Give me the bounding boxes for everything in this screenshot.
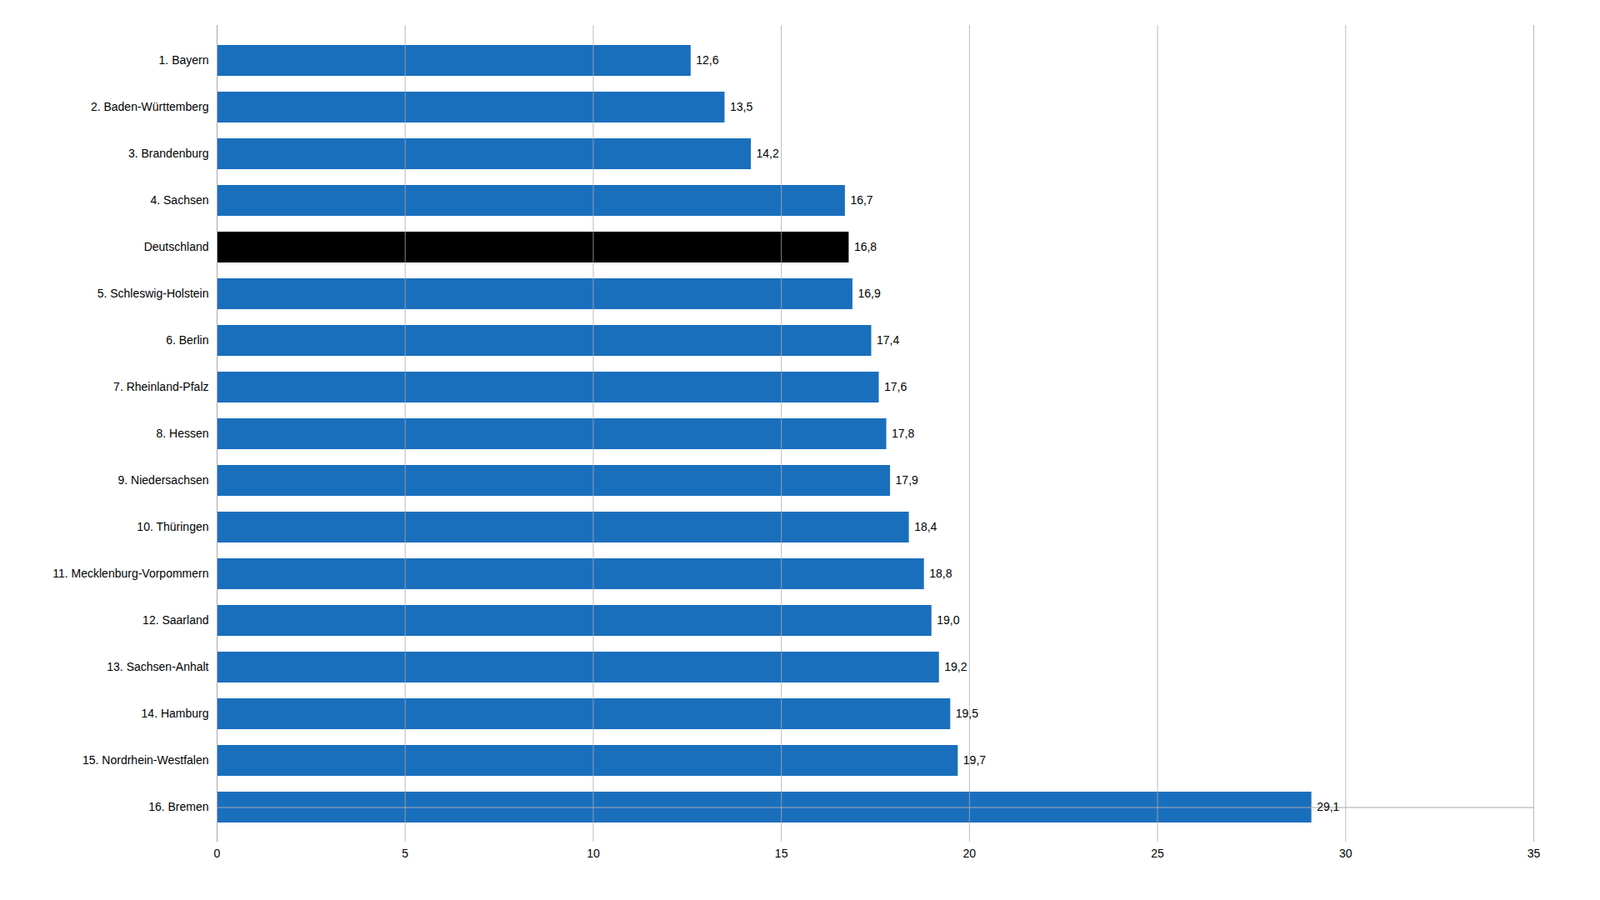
svg-text:19,7: 19,7 (963, 753, 986, 767)
svg-text:5: 5 (401, 846, 409, 860)
svg-text:18,8: 18,8 (929, 566, 952, 580)
svg-text:4. Sachsen: 4. Sachsen (150, 193, 209, 207)
svg-text:16,7: 16,7 (850, 193, 873, 207)
svg-text:13. Sachsen-Anhalt: 13. Sachsen-Anhalt (106, 660, 209, 674)
svg-text:19,0: 19,0 (936, 613, 960, 627)
svg-text:1. Bayern: 1. Bayern (159, 53, 210, 67)
svg-text:8. Hessen: 8. Hessen (155, 426, 209, 440)
svg-text:16. Bremen: 16. Bremen (148, 800, 209, 814)
svg-text:0: 0 (214, 846, 221, 860)
svg-text:29,1: 29,1 (1316, 800, 1340, 814)
svg-text:17,6: 17,6 (884, 380, 907, 394)
svg-text:9. Niedersachsen: 9. Niedersachsen (118, 473, 210, 487)
svg-text:17,9: 17,9 (895, 473, 919, 487)
svg-text:20: 20 (963, 846, 977, 860)
svg-text:12. Saarland: 12. Saarland (142, 613, 209, 627)
svg-text:13,5: 13,5 (730, 100, 753, 114)
svg-text:18,4: 18,4 (914, 520, 937, 534)
svg-text:17,4: 17,4 (876, 333, 900, 347)
svg-text:7. Rheinland-Pfalz: 7. Rheinland-Pfalz (113, 380, 209, 394)
svg-text:11. Mecklenburg-Vorpommern: 11. Mecklenburg-Vorpommern (52, 566, 209, 580)
svg-text:14,2: 14,2 (756, 146, 780, 160)
svg-text:14. Hamburg: 14. Hamburg (141, 706, 210, 720)
svg-text:19,2: 19,2 (944, 660, 967, 674)
svg-text:30: 30 (1339, 846, 1353, 860)
svg-text:15: 15 (775, 846, 789, 860)
svg-text:12,6: 12,6 (695, 53, 719, 67)
svg-text:6. Berlin: 6. Berlin (165, 333, 209, 347)
svg-text:16,8: 16,8 (854, 240, 877, 254)
svg-text:35: 35 (1527, 846, 1541, 860)
svg-text:5. Schleswig-Holstein: 5. Schleswig-Holstein (97, 286, 210, 300)
svg-text:19,5: 19,5 (955, 706, 979, 720)
svg-text:15. Nordrhein-Westfalen: 15. Nordrhein-Westfalen (82, 753, 209, 767)
svg-text:2. Baden-Württemberg: 2. Baden-Württemberg (90, 100, 210, 114)
svg-text:10: 10 (586, 846, 600, 860)
svg-text:Deutschland: Deutschland (144, 240, 210, 254)
svg-text:25: 25 (1150, 846, 1165, 860)
svg-text:3. Brandenburg: 3. Brandenburg (128, 146, 210, 160)
svg-text:10. Thüringen: 10. Thüringen (136, 520, 209, 534)
svg-text:16,9: 16,9 (857, 286, 880, 300)
svg-text:17,8: 17,8 (891, 426, 915, 440)
